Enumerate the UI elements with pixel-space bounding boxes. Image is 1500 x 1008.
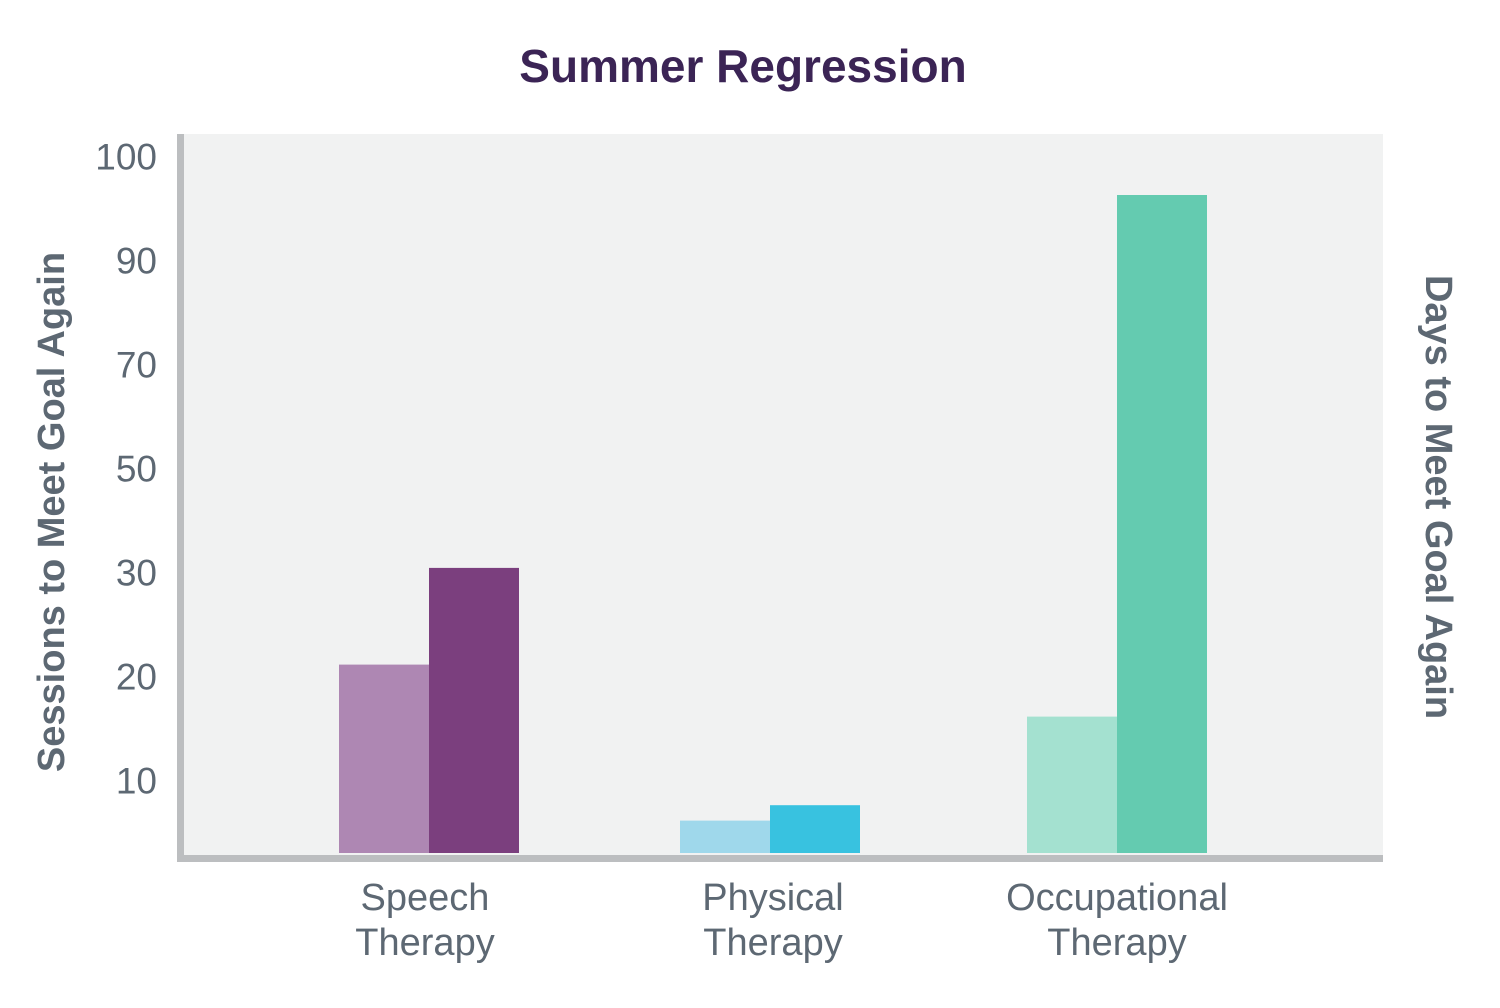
x-category-label: Therapy bbox=[1047, 922, 1186, 964]
x-category-label: Therapy bbox=[355, 922, 494, 964]
bar-sessions-1 bbox=[339, 664, 429, 853]
y-tick-labels: 100 90 70 50 30 20 10 bbox=[95, 137, 157, 802]
x-category-label: Therapy bbox=[703, 922, 842, 964]
bars-layer bbox=[339, 195, 1207, 853]
bar-days-1 bbox=[429, 567, 519, 853]
bar-sessions-3 bbox=[1027, 716, 1117, 853]
y-axis-title-right: Days to Meet Goal Again bbox=[1417, 275, 1459, 719]
y-tick-label: 30 bbox=[116, 553, 157, 594]
y-tick-label: 70 bbox=[116, 345, 157, 386]
chart-title: Summer Regression bbox=[519, 40, 966, 92]
bar-sessions-2 bbox=[680, 820, 770, 853]
x-category-label: Physical bbox=[702, 877, 844, 919]
y-tick-label: 100 bbox=[95, 137, 157, 178]
x-category-labels: SpeechTherapyPhysicalTherapyOccupational… bbox=[355, 877, 1228, 964]
y-tick-label: 20 bbox=[116, 657, 157, 698]
x-category-label: Speech bbox=[361, 877, 490, 919]
y-tick-label: 90 bbox=[116, 241, 157, 282]
y-tick-label: 10 bbox=[116, 761, 157, 802]
bar-days-2 bbox=[770, 805, 860, 853]
x-category-label: Occupational bbox=[1006, 877, 1228, 919]
y-tick-label: 50 bbox=[116, 449, 157, 490]
bar-days-3 bbox=[1117, 195, 1207, 853]
y-axis-title-left: Sessions to Meet Goal Again bbox=[31, 252, 73, 772]
